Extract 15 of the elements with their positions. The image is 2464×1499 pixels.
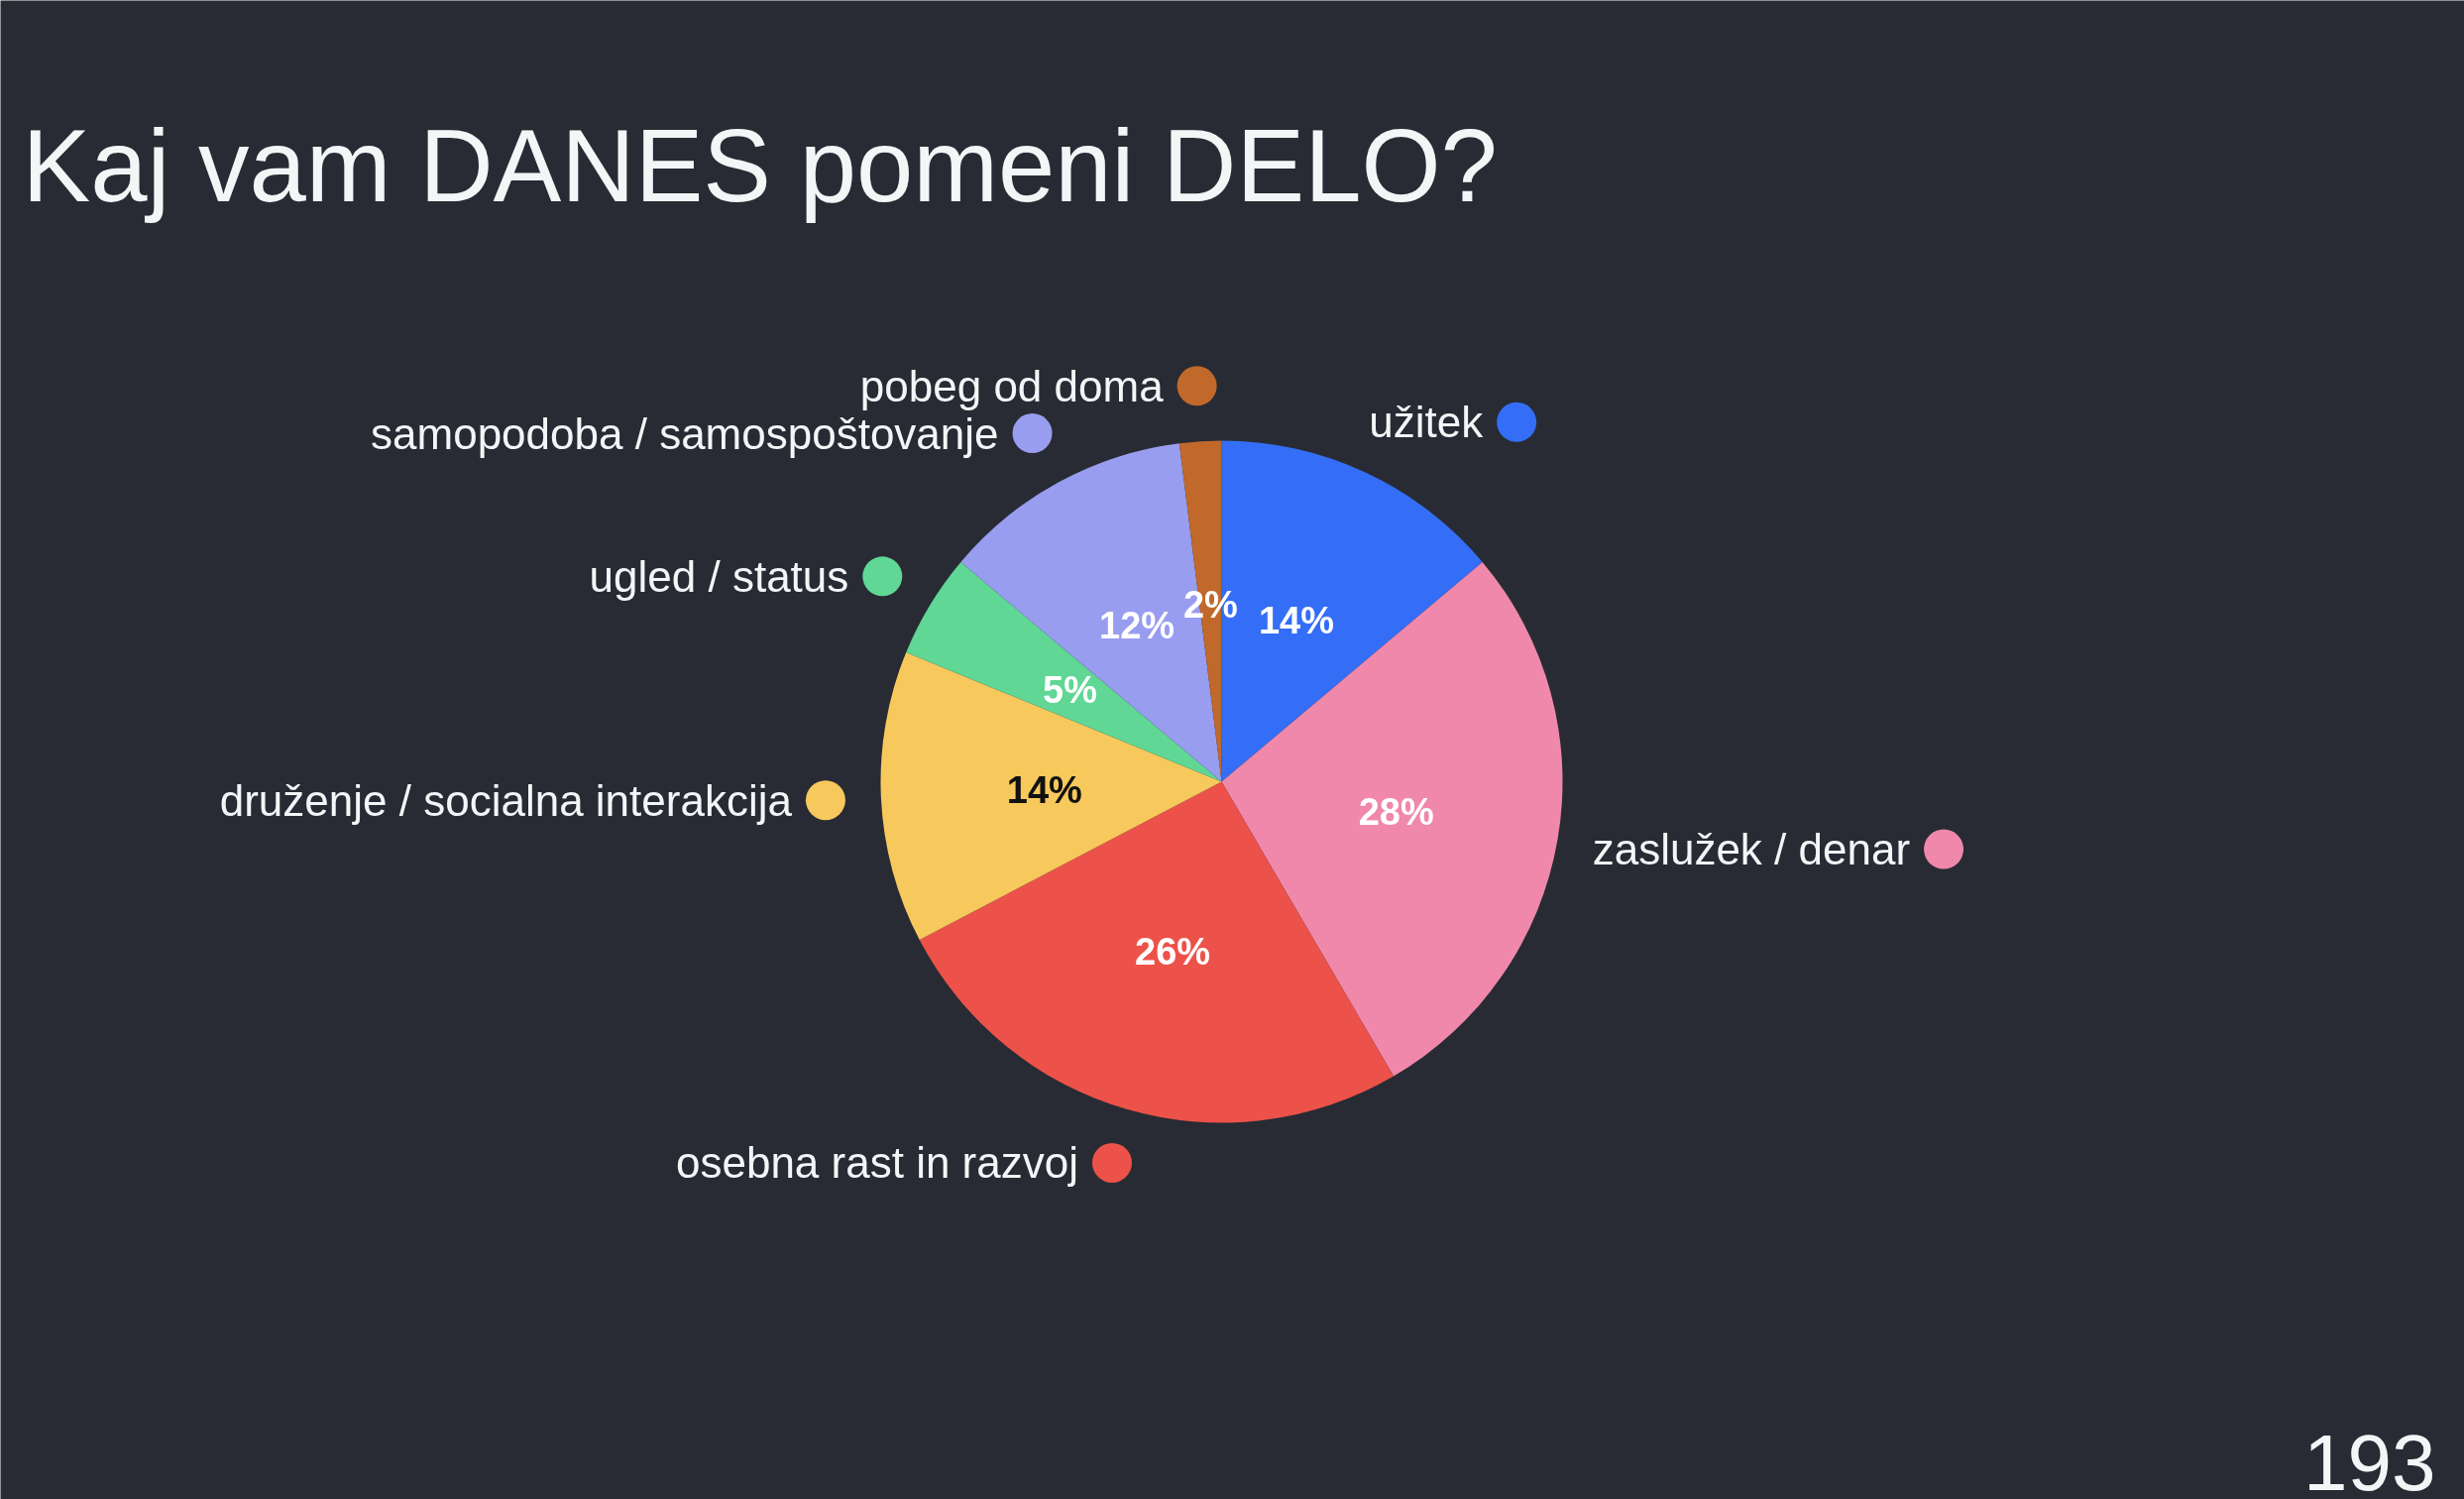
data-label: 12% bbox=[1099, 605, 1176, 647]
legend-label: ugled / status bbox=[589, 551, 849, 601]
legend-label: druženje / socialna interakcija bbox=[219, 775, 793, 825]
data-label: 2% bbox=[1182, 583, 1238, 626]
data-label: 26% bbox=[1135, 931, 1211, 974]
data-label: 14% bbox=[1006, 768, 1082, 811]
text: 193 bbox=[2303, 1419, 2436, 1499]
legend-label: pobeg od doma bbox=[859, 361, 1165, 410]
legend-label: užitek bbox=[1369, 398, 1485, 447]
legend-label: osebna rast in razvoj bbox=[675, 1138, 1078, 1188]
legend-label: zaslužek / denar bbox=[1592, 825, 1911, 874]
data-label: 28% bbox=[1358, 790, 1434, 833]
data-label: 5% bbox=[1043, 668, 1097, 711]
chart-title: Kaj vam DANES pomeni DELO? bbox=[22, 109, 1498, 223]
data-label: 14% bbox=[1258, 600, 1334, 642]
